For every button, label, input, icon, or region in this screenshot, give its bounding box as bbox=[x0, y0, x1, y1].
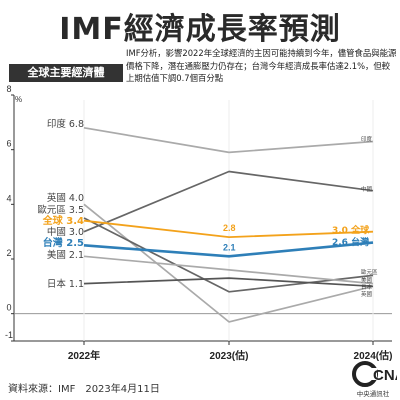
start-label-中國: 中國 3.0 bbox=[47, 226, 84, 238]
start-label-日本: 日本 1.1 bbox=[47, 278, 84, 290]
start-label-歐元區: 歐元區 3.5 bbox=[37, 204, 84, 216]
y-tick-label: 8 bbox=[6, 84, 11, 94]
start-label-英國: 英國 4.0 bbox=[47, 192, 84, 204]
point-label-台灣: 2.1 bbox=[223, 242, 236, 252]
x-tick-label: 2024(估) bbox=[354, 349, 393, 362]
point-label-全球: 2.8 bbox=[223, 223, 236, 233]
start-label-美國: 美國 2.1 bbox=[47, 249, 84, 261]
end-label-全球: 3.0 全球 bbox=[332, 224, 370, 236]
x-tick-label: 2022年 bbox=[68, 349, 100, 362]
end-label-印度: 印度 bbox=[361, 135, 373, 143]
cna-logo-text: CNA bbox=[373, 367, 397, 384]
x-tick-label: 2023(估) bbox=[210, 349, 249, 362]
end-label-台灣: 2.6 台灣 bbox=[332, 236, 369, 248]
publisher-name: 中央通訊社 bbox=[356, 390, 390, 398]
analysis-note: IMF分析，影響2022年全球經濟的主因可能持續到今年，儘管食品與能源價格下降，… bbox=[126, 48, 397, 84]
start-label-印度: 印度 6.8 bbox=[47, 118, 84, 130]
end-label-美國: 美國 bbox=[361, 276, 373, 284]
end-label-歐元區: 歐元區 bbox=[361, 268, 378, 276]
cna-logo-icon: CNA bbox=[352, 361, 397, 387]
y-unit-label: % bbox=[15, 95, 22, 104]
end-label-英國: 英國 bbox=[361, 290, 373, 298]
y-tick-label: 4 bbox=[6, 193, 11, 203]
end-label-中國: 中國 bbox=[361, 185, 373, 193]
source-note: 資料來源：IMF 2023年4月11日 bbox=[8, 384, 160, 395]
y-tick-label: -1 bbox=[5, 330, 13, 340]
y-tick-label: 2 bbox=[6, 248, 11, 258]
end-label-日本: 日本 bbox=[361, 283, 373, 291]
y-tick-label: 6 bbox=[6, 139, 11, 149]
y-tick-label: 0 bbox=[6, 303, 11, 313]
start-label-全球: 全球 3.4 bbox=[42, 214, 84, 227]
start-label-台灣: 台灣 2.5 bbox=[43, 236, 84, 249]
section-badge: 全球主要經濟體 bbox=[9, 64, 123, 82]
chart-title: IMF經濟成長率預測 bbox=[59, 12, 341, 47]
